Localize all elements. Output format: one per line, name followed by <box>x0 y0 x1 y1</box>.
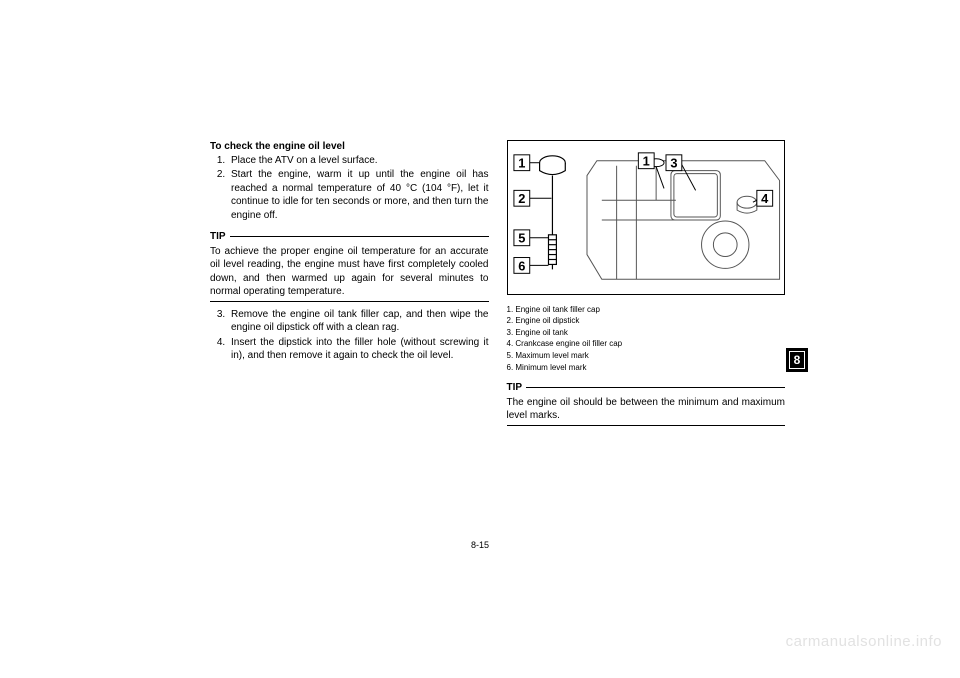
callout-3: 3 <box>670 156 677 171</box>
step-1: Place the ATV on a level surface. <box>228 154 489 168</box>
callout-1a: 1 <box>518 156 525 171</box>
steps-list-2: Remove the engine oil tank filler cap, a… <box>210 308 489 363</box>
legend-3: 3. Engine oil tank <box>507 327 786 339</box>
steps-list-1: Place the ATV on a level surface. Start … <box>210 154 489 223</box>
tip-end-rule-right <box>507 425 786 426</box>
callout-5: 5 <box>518 231 525 246</box>
tip-rule-right <box>526 387 785 388</box>
legend-6: 6. Minimum level mark <box>507 362 786 374</box>
tip-header-right: TIP <box>507 381 786 395</box>
tip-label-right: TIP <box>507 381 527 395</box>
step-4: Insert the dipstick into the filler hole… <box>228 336 489 363</box>
watermark: carmanualsonline.info <box>786 633 942 650</box>
legend-2: 2. Engine oil dipstick <box>507 315 786 327</box>
content-two-column: To check the engine oil level Place the … <box>210 140 785 432</box>
tip-body: To achieve the proper engine oil tempera… <box>210 245 489 299</box>
step-3: Remove the engine oil tank filler cap, a… <box>228 308 489 335</box>
figure-legend: 1. Engine oil tank filler cap 2. Engine … <box>507 304 786 374</box>
right-column: 1 2 5 6 1 3 <box>507 140 786 432</box>
tip-body-right: The engine oil should be between the min… <box>507 396 786 423</box>
callout-1b: 1 <box>642 154 649 169</box>
chapter-number: 8 <box>794 353 801 367</box>
step-2: Start the engine, warm it up until the e… <box>228 168 489 222</box>
engine-oil-diagram: 1 2 5 6 1 3 <box>507 140 786 295</box>
tip-label: TIP <box>210 230 230 244</box>
tip-rule <box>230 236 489 237</box>
callout-4: 4 <box>761 191 769 206</box>
tip-header: TIP <box>210 230 489 244</box>
legend-5: 5. Maximum level mark <box>507 350 786 362</box>
tip-end-rule <box>210 301 489 302</box>
legend-1: 1. Engine oil tank filler cap <box>507 304 786 316</box>
legend-4: 4. Crankcase engine oil filler cap <box>507 338 786 350</box>
chapter-tab: 8 <box>786 348 808 372</box>
page-number: 8-15 <box>0 540 960 550</box>
callout-2: 2 <box>518 191 525 206</box>
callout-6: 6 <box>518 258 525 273</box>
section-heading: To check the engine oil level <box>210 140 489 154</box>
left-column: To check the engine oil level Place the … <box>210 140 489 432</box>
manual-page: To check the engine oil level Place the … <box>0 0 960 678</box>
